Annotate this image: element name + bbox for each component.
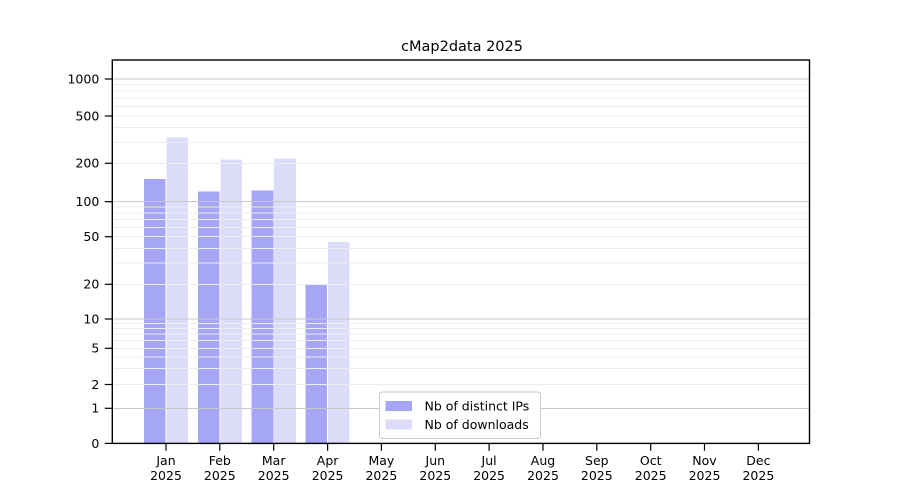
bar-nb-of-downloads-jan: [166, 137, 189, 444]
x-tick-year-aug: 2025: [527, 468, 559, 483]
x-tick-label-oct: Oct: [640, 453, 662, 468]
bar-nb-of-downloads-mar: [274, 158, 296, 444]
y-tick-label-100: 100: [75, 194, 99, 209]
bar-nb-of-downloads-feb: [220, 159, 242, 444]
legend-box: [379, 391, 541, 439]
bar-nb-of-distinct-ips-apr: [305, 284, 328, 444]
x-tick-year-jan: 2025: [150, 468, 182, 483]
x-tick-label-may: May: [368, 453, 394, 468]
legend: Nb of distinct IPs Nb of downloads: [379, 391, 541, 439]
x-tick-year-may: 2025: [365, 468, 397, 483]
y-tick-label-50: 50: [83, 229, 99, 244]
bars-layer: [143, 137, 350, 444]
x-tick-year-jun: 2025: [419, 468, 451, 483]
bar-nb-of-distinct-ips-mar: [251, 190, 274, 444]
y-tick-label-5: 5: [91, 341, 99, 356]
y-tick-label-10: 10: [83, 311, 99, 326]
x-tick-year-sep: 2025: [581, 468, 613, 483]
y-tick-label-200: 200: [75, 156, 99, 171]
x-tick-label-aug: Aug: [531, 453, 555, 468]
chart-title: cMap2data 2025: [401, 39, 523, 55]
x-tick-label-feb: Feb: [209, 453, 231, 468]
legend-label-distinct-ips: Nb of distinct IPs: [425, 398, 530, 413]
y-tick-label-1: 1: [91, 401, 99, 416]
x-tick-year-feb: 2025: [204, 468, 236, 483]
y-tick-label-20: 20: [83, 277, 99, 292]
y-tick-label-0: 0: [91, 436, 99, 451]
x-tick-year-nov: 2025: [689, 468, 721, 483]
x-tick-label-mar: Mar: [262, 453, 286, 468]
bar-nb-of-distinct-ips-jan: [143, 179, 166, 444]
x-tick-label-dec: Dec: [746, 453, 770, 468]
bar-nb-of-downloads-apr: [327, 242, 350, 444]
legend-swatch-downloads: [385, 419, 412, 430]
x-tick-label-apr: Apr: [317, 453, 339, 468]
x-tick-year-mar: 2025: [258, 468, 290, 483]
x-tick-label-jul: Jul: [481, 453, 497, 468]
y-tick-label-500: 500: [75, 108, 99, 123]
x-tick-year-apr: 2025: [312, 468, 344, 483]
x-tick-label-sep: Sep: [585, 453, 609, 468]
legend-label-downloads: Nb of downloads: [425, 417, 529, 432]
plot-border: [111, 59, 811, 445]
legend-swatch-distinct-ips: [385, 401, 412, 411]
x-tick-year-jul: 2025: [473, 468, 505, 483]
x-tick-label-nov: Nov: [692, 453, 717, 468]
x-tick-label-jan: Jan: [155, 453, 175, 468]
x-tick-label-jun: Jun: [425, 453, 446, 468]
grid-layer: [112, 78, 810, 409]
y-tick-label-1000: 1000: [67, 71, 99, 86]
bar-nb-of-distinct-ips-feb: [197, 191, 220, 444]
x-tick-year-oct: 2025: [635, 468, 667, 483]
axis-layer: 01251020501002005001000Jan2025Feb2025Mar…: [67, 71, 774, 483]
x-tick-year-dec: 2025: [742, 468, 774, 483]
y-tick-label-2: 2: [91, 377, 99, 392]
